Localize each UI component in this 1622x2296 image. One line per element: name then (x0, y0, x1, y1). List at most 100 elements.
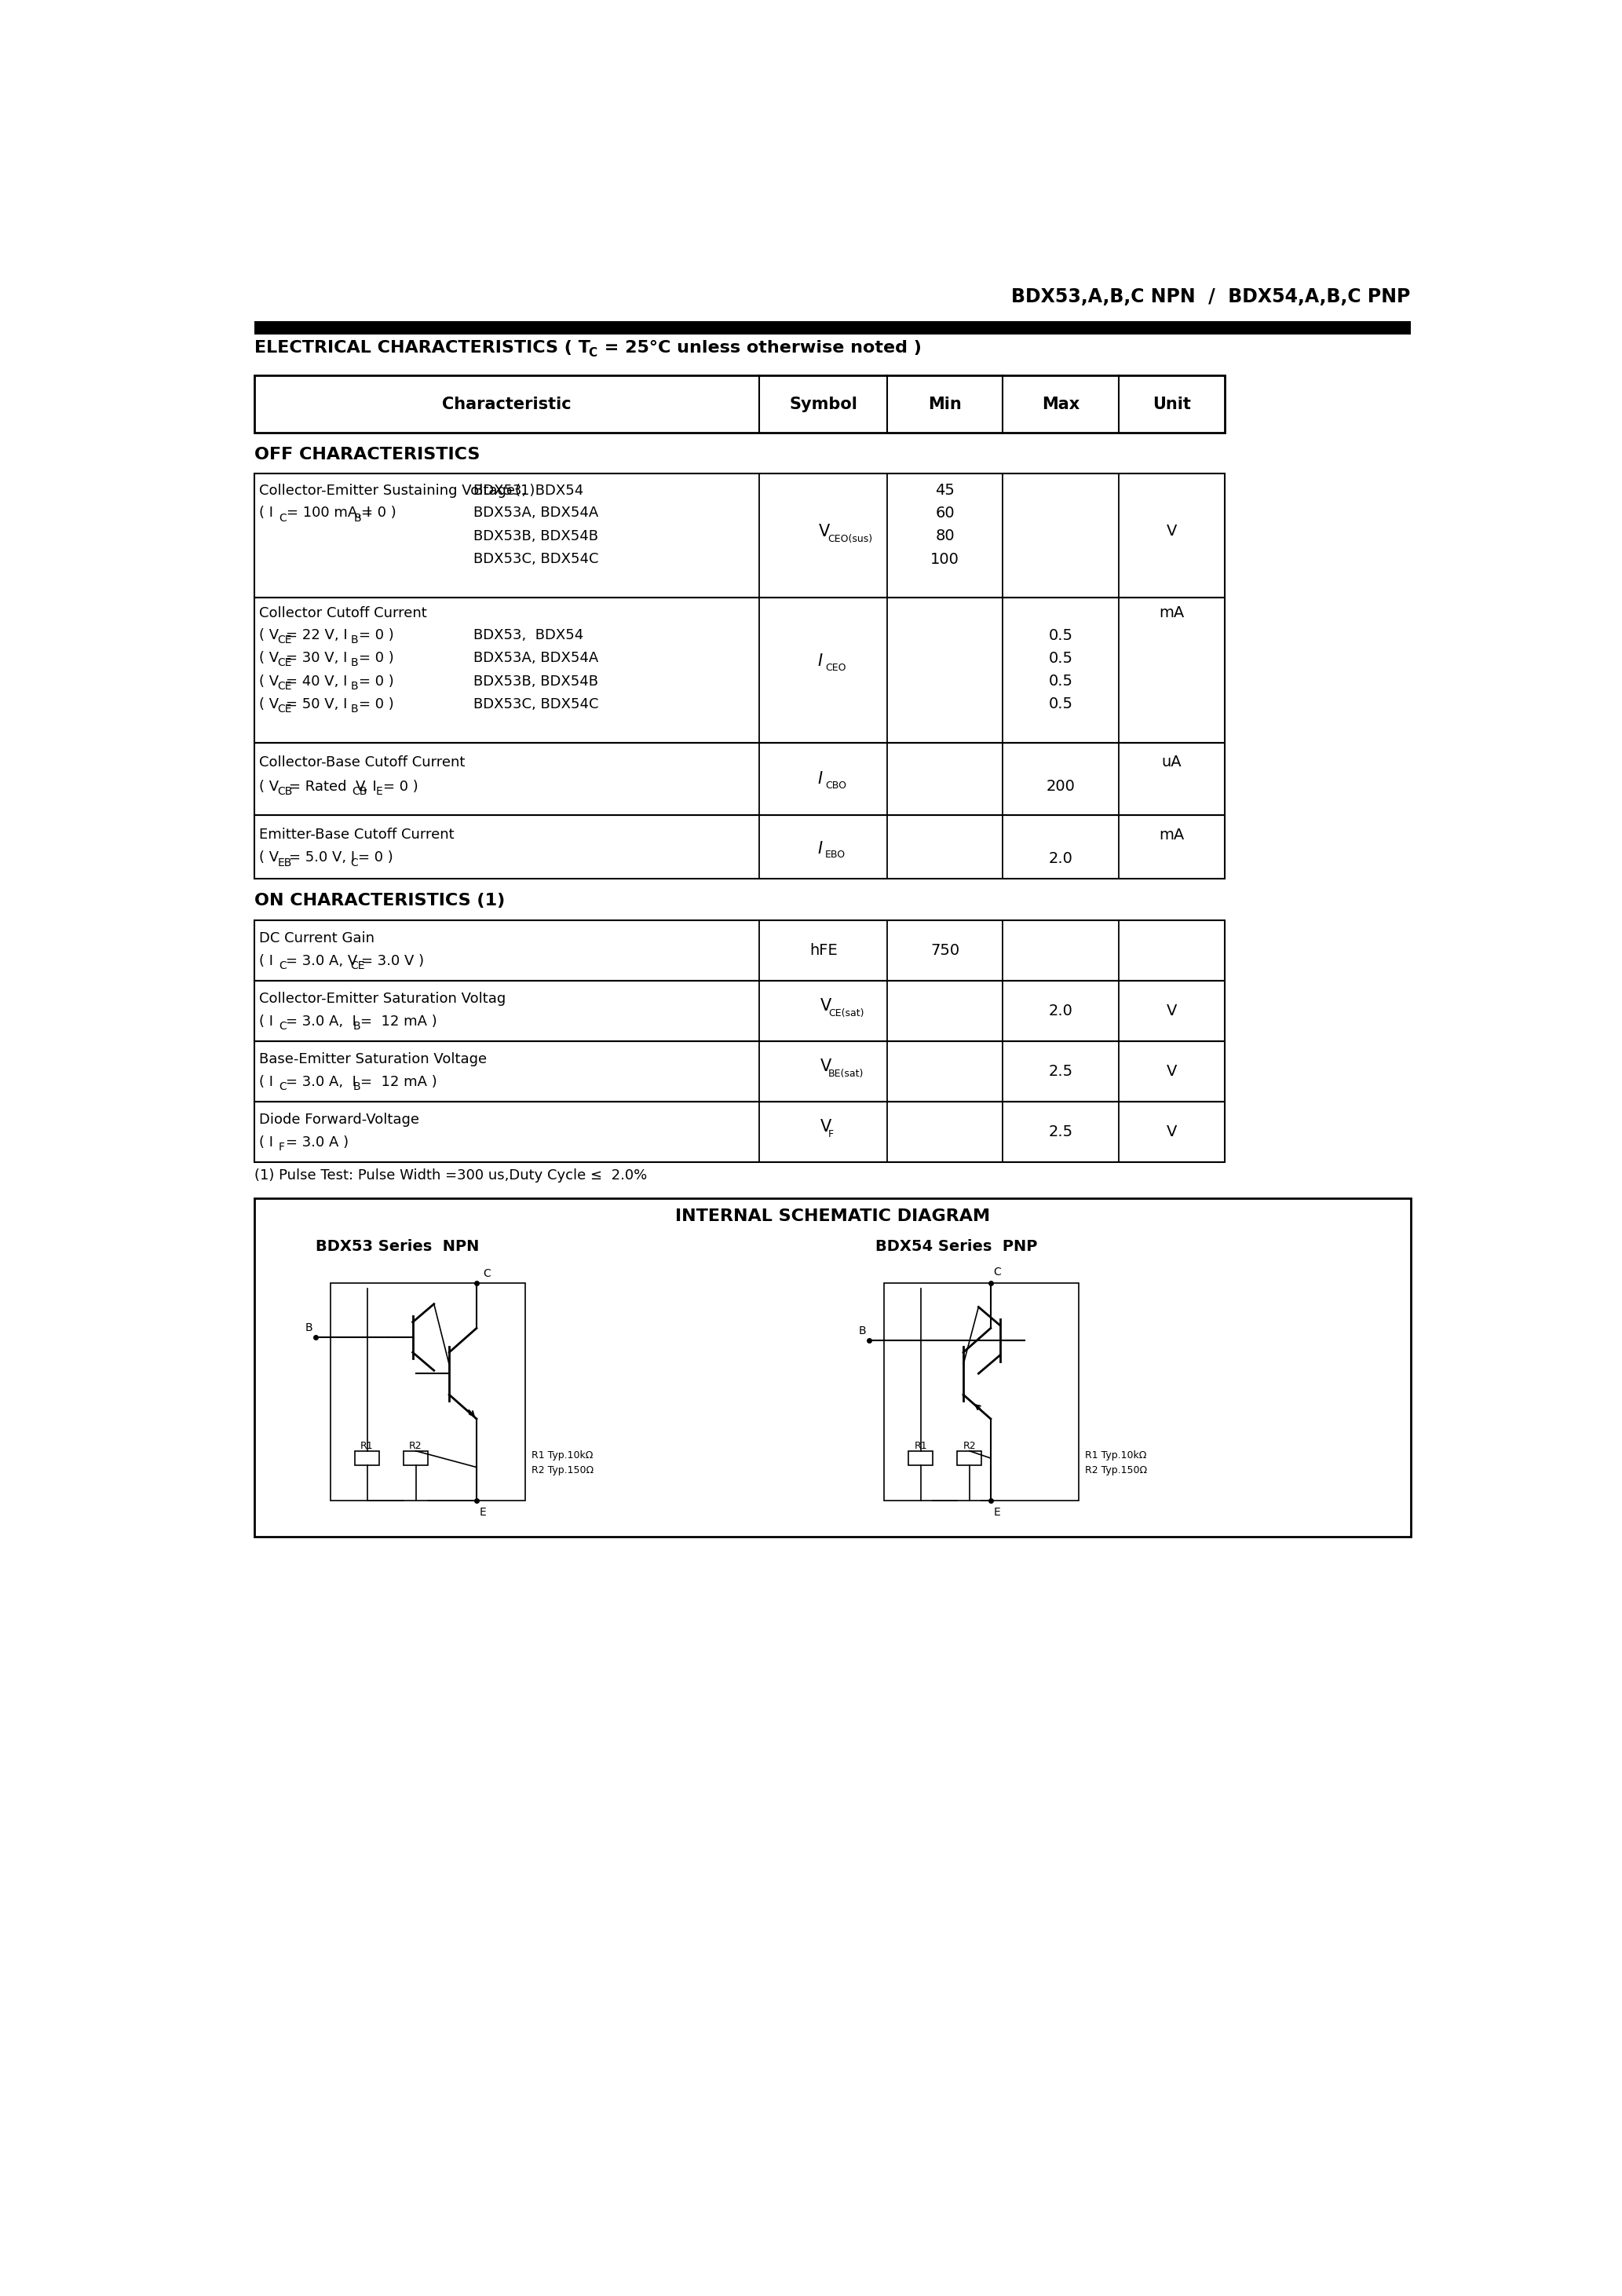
Text: , I: , I (363, 778, 376, 794)
Text: 0.5: 0.5 (1048, 696, 1072, 712)
Text: BDX53B, BDX54B: BDX53B, BDX54B (474, 675, 599, 689)
Text: CE: CE (277, 680, 292, 691)
Text: R1 Typ.10kΩ: R1 Typ.10kΩ (1085, 1451, 1147, 1460)
Text: B: B (354, 1022, 360, 1031)
Bar (255, 1199, 1411, 1536)
Text: CE: CE (277, 634, 292, 645)
Bar (255, 1040, 1225, 1102)
Text: ( I: ( I (260, 505, 274, 521)
Text: C: C (279, 512, 287, 523)
Text: =  12 mA ): = 12 mA ) (360, 1075, 436, 1088)
Text: = 0 ): = 0 ) (383, 778, 418, 794)
Text: = 3.0 A,  I: = 3.0 A, I (285, 1015, 357, 1029)
Text: BDX53 Series  NPN: BDX53 Series NPN (315, 1240, 478, 1254)
Text: Collector-Emitter Saturation Voltag: Collector-Emitter Saturation Voltag (260, 992, 506, 1006)
Text: Base-Emitter Saturation Voltage: Base-Emitter Saturation Voltage (260, 1052, 487, 1065)
Text: CB: CB (352, 785, 367, 797)
Bar (255, 980, 1225, 1040)
Text: V: V (819, 523, 830, 540)
Text: B: B (350, 657, 358, 668)
Text: 750: 750 (931, 944, 960, 957)
Text: CEO: CEO (826, 664, 847, 673)
Text: B: B (354, 1081, 360, 1093)
Text: R2 Typ.150Ω: R2 Typ.150Ω (1085, 1465, 1147, 1476)
Text: Diode Forward-Voltage: Diode Forward-Voltage (260, 1114, 420, 1127)
Text: 0.5: 0.5 (1048, 673, 1072, 689)
Text: C: C (279, 1022, 287, 1031)
Text: mA: mA (1160, 827, 1184, 843)
Text: V: V (1166, 523, 1178, 540)
Text: Unit: Unit (1153, 397, 1191, 411)
Text: F: F (829, 1130, 834, 1139)
Text: V: V (1166, 1003, 1178, 1017)
Text: mA: mA (1160, 606, 1184, 620)
Text: E: E (994, 1506, 1001, 1518)
Text: I: I (817, 840, 822, 856)
Text: = Rated  V: = Rated V (289, 778, 365, 794)
Text: 0.5: 0.5 (1048, 627, 1072, 643)
Text: = 3.0 A,  I: = 3.0 A, I (285, 1075, 357, 1088)
Text: BDX53C, BDX54C: BDX53C, BDX54C (474, 551, 599, 567)
Bar (884, 1283, 1079, 1502)
Bar (331, 1283, 526, 1502)
Text: E: E (480, 1506, 487, 1518)
Text: C: C (279, 960, 287, 971)
Text: BE(sat): BE(sat) (829, 1068, 865, 1079)
Text: ( V: ( V (260, 778, 279, 794)
Text: 45: 45 (936, 482, 955, 498)
Text: = 0 ): = 0 ) (358, 698, 394, 712)
Text: OFF CHARACTERISTICS: OFF CHARACTERISTICS (255, 448, 480, 461)
Text: I: I (817, 654, 822, 668)
Bar (255, 473, 1225, 597)
Text: C: C (350, 856, 358, 868)
Text: V: V (1166, 1063, 1178, 1079)
Text: = 3.0 A ): = 3.0 A ) (285, 1137, 349, 1150)
Text: Min: Min (928, 397, 962, 411)
Text: R2: R2 (963, 1442, 976, 1451)
Text: 2.5: 2.5 (1048, 1125, 1072, 1139)
Text: BDX53,  BDX54: BDX53, BDX54 (474, 629, 584, 643)
Text: Emitter-Base Cutoff Current: Emitter-Base Cutoff Current (260, 829, 454, 843)
Text: B: B (350, 703, 358, 714)
Text: C: C (483, 1267, 490, 1279)
Text: =  12 mA ): = 12 mA ) (360, 1015, 436, 1029)
Text: = 0 ): = 0 ) (358, 675, 394, 689)
Text: (1) Pulse Test: Pulse Width =300 us,Duty Cycle ≤  2.0%: (1) Pulse Test: Pulse Width =300 us,Duty… (255, 1169, 647, 1182)
Text: 2.0: 2.0 (1048, 1003, 1072, 1017)
Text: ( V: ( V (260, 675, 279, 689)
Text: B: B (305, 1322, 313, 1334)
Text: C: C (279, 1081, 287, 1093)
Text: B: B (350, 680, 358, 691)
Text: CEO(sus): CEO(sus) (827, 535, 873, 544)
Text: hFE: hFE (809, 944, 837, 957)
Text: 0.5: 0.5 (1048, 650, 1072, 666)
Text: = 3.0 A, V: = 3.0 A, V (285, 955, 358, 969)
Text: R2 Typ.150Ω: R2 Typ.150Ω (532, 1465, 594, 1476)
Text: = 25°C unless otherwise noted ): = 25°C unless otherwise noted ) (599, 340, 921, 356)
Text: BDX53B, BDX54B: BDX53B, BDX54B (474, 528, 599, 544)
Bar (255, 597, 1225, 744)
Text: ( I: ( I (260, 955, 274, 969)
Text: DC Current Gain: DC Current Gain (260, 932, 375, 946)
Text: ( I: ( I (260, 1015, 274, 1029)
Text: Max: Max (1041, 397, 1080, 411)
Text: BDX53A, BDX54A: BDX53A, BDX54A (474, 505, 599, 521)
Bar (255, 374, 1225, 432)
Bar (255, 744, 1225, 815)
Bar (255, 1102, 1225, 1162)
Text: CE(sat): CE(sat) (829, 1008, 865, 1017)
Text: INTERNAL SCHEMATIC DIAGRAM: INTERNAL SCHEMATIC DIAGRAM (675, 1208, 989, 1224)
Text: Collector-Emitter Sustaining Voltage(1): Collector-Emitter Sustaining Voltage(1) (260, 484, 535, 498)
Text: V: V (1166, 1125, 1178, 1139)
Text: CE: CE (350, 960, 365, 971)
Text: V: V (821, 999, 832, 1015)
Text: = 3.0 V ): = 3.0 V ) (362, 955, 423, 969)
Text: BDX53C, BDX54C: BDX53C, BDX54C (474, 698, 599, 712)
Text: = 30 V, I: = 30 V, I (285, 652, 347, 666)
Text: 2.0: 2.0 (1048, 852, 1072, 866)
Text: Collector Cutoff Current: Collector Cutoff Current (260, 606, 427, 620)
Text: F: F (279, 1141, 285, 1153)
Text: CE: CE (277, 657, 292, 668)
Text: = 100 mA, I: = 100 mA, I (287, 505, 371, 521)
Text: CE: CE (277, 703, 292, 714)
